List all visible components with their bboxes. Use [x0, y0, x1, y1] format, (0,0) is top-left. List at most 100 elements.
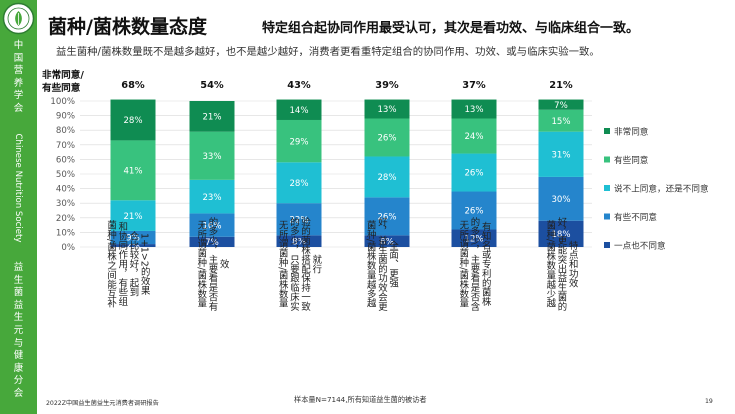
- bar-value-label: 28%: [123, 116, 142, 126]
- category-label-line: 和协同作用，有些组: [116, 222, 128, 307]
- bar-segment: [538, 109, 584, 132]
- category-label-line: 菌种/菌株数量越少越: [544, 219, 556, 307]
- bar-segment: [110, 140, 156, 201]
- bar-segment: [110, 99, 156, 141]
- page-number: 19: [705, 398, 713, 405]
- legend-label: 一点也不同意: [614, 240, 666, 252]
- sidebar-branch-cn-char: 益: [13, 262, 24, 273]
- sidebar-branch-cn-char: 生: [13, 274, 24, 286]
- sidebar-branch-cn-char: 康: [13, 362, 24, 374]
- legend-label: 非常同意: [614, 126, 648, 138]
- sidebar-org-cn-char: 养: [13, 77, 24, 89]
- legend-swatch: [604, 156, 610, 163]
- bar-value-label: 16%: [202, 221, 221, 231]
- bar-segment: [364, 235, 410, 247]
- bar-value-label: 41%: [123, 167, 142, 177]
- footer-report-name: 2022Z中国益生菌益生元消费者调研报告: [46, 400, 159, 407]
- bar-value-label: 15%: [551, 117, 570, 127]
- bar-value-label: 9%: [126, 234, 140, 244]
- y-tick-label: 10%: [56, 228, 75, 238]
- bar-segment: [364, 118, 410, 157]
- bar-value-label: 7%: [205, 238, 219, 248]
- society-logo-icon: [2, 2, 35, 35]
- y-tick-label: 90%: [56, 112, 75, 122]
- bar-value-label: 22%: [289, 215, 308, 225]
- category-label-line: 无所谓菌种/菌株数量: [277, 220, 289, 308]
- bar-segment: [451, 99, 497, 119]
- category-label-line: 合比较好，起到: [128, 230, 140, 296]
- bar-segment: [364, 197, 410, 236]
- category-label-line: 无所谓菌种/菌株数量: [457, 220, 469, 308]
- bar-segment: [189, 179, 235, 214]
- sidebar-org-cn-char: 营: [13, 65, 24, 77]
- bar-value-label: 21%: [202, 113, 221, 123]
- category-label-line: 好，益生菌的功效会更: [376, 216, 388, 312]
- bar-value-label: 26%: [464, 169, 483, 179]
- y-tick-label: 40%: [56, 185, 75, 195]
- sidebar-org-cn: 中国营养学会: [0, 40, 37, 116]
- top-total-label: 非常同意/ 有些同意: [42, 70, 84, 95]
- bar-value-label: 18%: [551, 230, 570, 240]
- bar-segment: [276, 162, 322, 204]
- bar-segment: [451, 229, 497, 247]
- bar-segment: [451, 191, 497, 230]
- legend-swatch: [604, 185, 610, 191]
- bar-segment: [451, 153, 497, 192]
- bar-value-label: 31%: [551, 150, 570, 160]
- bar-segment: [189, 131, 235, 180]
- bar-segment: [276, 235, 322, 247]
- category-label-line: 的多少，主要看是否含: [469, 216, 481, 312]
- category-label-line: 特点和功效: [567, 240, 579, 289]
- legend-label: 有些不同意: [614, 211, 657, 223]
- y-tick-label: 100%: [50, 97, 75, 107]
- sidebar-org-cn-char: 中: [13, 40, 24, 51]
- bar-value-label: 28%: [377, 173, 396, 183]
- bar-segment: [276, 119, 322, 163]
- category-label-line: 的多少，主要看是否有: [207, 216, 219, 312]
- page-title: 菌种/菌株数量态度: [48, 16, 207, 38]
- top-total-label-line1: 非常同意/: [42, 70, 84, 81]
- top-total-label-line2: 有些同意: [42, 82, 81, 94]
- bar-value-label: 8%: [380, 237, 394, 247]
- bar-segment: [276, 203, 322, 236]
- page-title-suffix: 特定组合起协同作用最受认可，其次是看功效、与临床组合一致。: [262, 21, 640, 36]
- bar-segment: [538, 131, 584, 177]
- y-tick-label: 20%: [56, 214, 75, 224]
- legend-label: 说不上同意，还是不同意: [614, 183, 709, 195]
- category-label-line: 就行: [310, 254, 322, 274]
- legend-label: 有些同意: [614, 154, 648, 166]
- bar-value-label: 8%: [292, 237, 306, 247]
- legend-swatch: [604, 242, 610, 248]
- category-label-line: 菌种/菌株数量越多越: [365, 219, 377, 307]
- bar-value-label: 30%: [551, 195, 570, 205]
- bar-value-label: 29%: [289, 137, 308, 147]
- sidebar-org-cn-char: 学: [13, 90, 24, 102]
- sidebar-branch-cn: 益生菌益生元与健康分会: [0, 262, 37, 401]
- bar-segment: [451, 118, 497, 154]
- sidebar-branch-cn-char: 菌: [13, 287, 24, 299]
- category-label-line: 好，更能突出益生菌的: [556, 216, 568, 312]
- y-tick-label: 80%: [56, 126, 75, 136]
- y-tick-label: 50%: [56, 170, 75, 180]
- bar-segment: [276, 99, 322, 120]
- bar-value-label: 12%: [464, 234, 483, 244]
- bar-value-label: 2%: [126, 242, 140, 252]
- y-tick-label: 30%: [56, 199, 75, 209]
- sidebar-branch-cn-char: 分: [13, 375, 24, 387]
- bar-value-label: 21%: [123, 212, 142, 222]
- category-label-line: 效: [218, 259, 230, 270]
- footer-sample-note: 样本量N=7144,所有知道益生菌的被访者: [294, 395, 427, 404]
- category-label-line: 全面、更强: [387, 240, 399, 289]
- bar-value-label: 26%: [377, 213, 396, 223]
- bar-value-label: 26%: [464, 207, 483, 217]
- page-subtitle: 益生菌种/菌株数量既不是越多越好，也不是越少越好，消费者更看重特定组合的协同作用…: [56, 46, 600, 58]
- bar-value-label: 33%: [202, 152, 221, 162]
- bar-segment: [110, 200, 156, 231]
- bar-value-label: 13%: [464, 105, 483, 115]
- top-total-value: 39%: [375, 80, 399, 91]
- bar-segment: [364, 99, 410, 119]
- category-label-line: 有知名或专利的菌株: [480, 221, 492, 307]
- bar-value-label: 13%: [377, 105, 396, 115]
- bar-segment: [189, 213, 235, 237]
